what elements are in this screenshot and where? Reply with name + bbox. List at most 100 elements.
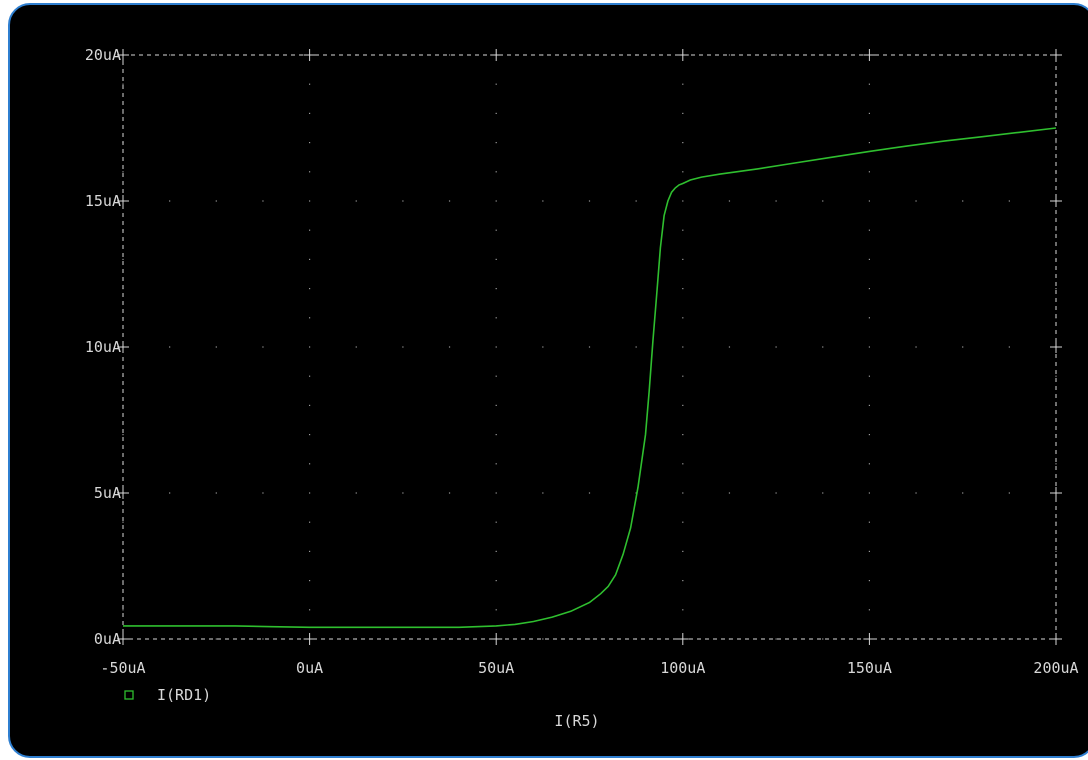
grid-dot (402, 492, 404, 494)
grid-dot (309, 142, 311, 144)
grid-dot (682, 434, 684, 436)
y-tick-label: 20uA (85, 46, 121, 64)
grid-dot (355, 492, 357, 494)
grid-dot (495, 258, 497, 260)
grid-dot (495, 142, 497, 144)
grid-dot (169, 492, 171, 494)
grid-dot (215, 346, 217, 348)
grid-dot (868, 434, 870, 436)
chart-svg: -50uA 0uA 50uA 100uA 150uA 200uA 0uA 5uA 10uA 15u… (85, 46, 1079, 730)
traces (123, 127, 1057, 629)
grid-dot (1055, 463, 1057, 465)
grid-dot (215, 200, 217, 202)
grid-dot (868, 112, 870, 114)
grid-dot (915, 492, 917, 494)
grid-dot (868, 171, 870, 173)
grid-dot (588, 200, 591, 202)
legend: I(RD1) (124, 686, 211, 704)
grid-dot (962, 346, 964, 348)
grid-dot (682, 317, 684, 319)
grid-dot (868, 550, 870, 552)
grid-dot (495, 229, 497, 231)
grid-dot (495, 317, 497, 319)
grid-dot (588, 346, 591, 348)
x-axis-label: I(R5) (554, 712, 599, 730)
grid-dot (309, 434, 311, 436)
grid-dot (682, 112, 684, 114)
y-tick-label: 10uA (85, 338, 121, 356)
grid-dot (635, 346, 637, 348)
series-line (123, 127, 1057, 629)
legend-label: I(RD1) (157, 686, 211, 704)
grid-dot (495, 463, 497, 465)
grid-dot (309, 83, 311, 85)
grid-dot (309, 112, 311, 114)
grid-dot (682, 83, 684, 85)
grid-dot (309, 580, 311, 582)
grid-dot (1055, 375, 1057, 377)
grid-dot (868, 288, 870, 290)
grid-dot (915, 200, 917, 202)
grid-dot (1008, 346, 1010, 348)
grid-dot (588, 492, 591, 494)
grid-dot (495, 521, 497, 523)
grid-dot (215, 638, 217, 640)
grid-dot (309, 200, 311, 202)
grid-dot (868, 258, 870, 260)
grid-dot (169, 346, 171, 348)
grid-dot (309, 521, 311, 523)
grid-dot (122, 112, 124, 114)
grid-dot (682, 288, 684, 290)
grid-dot (309, 288, 311, 290)
grid-dot (262, 346, 264, 348)
grid-dot (728, 200, 731, 202)
grid-dot (355, 200, 357, 202)
grid-dot (962, 54, 964, 56)
grid-dot (402, 54, 404, 56)
x-tick-label: 0uA (296, 659, 323, 677)
grid-dot (728, 492, 731, 494)
grid-dot (495, 288, 497, 290)
grid-dot (775, 492, 777, 494)
grid-dot (495, 550, 497, 552)
grid-dot (309, 171, 311, 173)
grid-dot (868, 83, 870, 85)
grid-dot (542, 638, 544, 640)
grid-dot (1055, 550, 1057, 552)
grid-dot (868, 229, 870, 231)
grid-dot (1055, 112, 1057, 114)
grid-dot (495, 375, 497, 377)
grid-dot (868, 609, 870, 611)
grid-dot (868, 404, 870, 406)
grid-dot (355, 346, 357, 348)
grid-dot (822, 346, 824, 348)
grid-dot (1055, 609, 1057, 611)
grid-dot (122, 434, 124, 436)
grid-dot (215, 492, 217, 494)
grid-dot (309, 258, 311, 260)
grid-dot (682, 375, 684, 377)
grid-dot (495, 609, 497, 611)
grid-dot (868, 375, 870, 377)
grid-dot (682, 550, 684, 552)
x-tick-label: 200uA (1033, 659, 1078, 677)
grid-dot (309, 317, 311, 319)
grid-dot (775, 638, 777, 640)
y-tick-label: 0uA (94, 630, 121, 648)
plot-window: -50uA 0uA 50uA 100uA 150uA 200uA 0uA 5uA 10uA 15u… (8, 3, 1088, 758)
grid (122, 54, 1057, 640)
grid-dot (682, 609, 684, 611)
grid-dot (495, 200, 497, 202)
grid-dot (542, 492, 544, 494)
grid-dot (635, 200, 637, 202)
grid-dot (682, 142, 684, 144)
grid-dot (728, 346, 731, 348)
grid-dot (122, 171, 124, 173)
grid-dot (682, 463, 684, 465)
grid-dot (215, 54, 217, 56)
grid-dot (962, 200, 964, 202)
legend-marker (124, 690, 134, 700)
grid-dot (1055, 142, 1057, 144)
grid-dot (309, 229, 311, 231)
grid-dot (775, 54, 777, 56)
